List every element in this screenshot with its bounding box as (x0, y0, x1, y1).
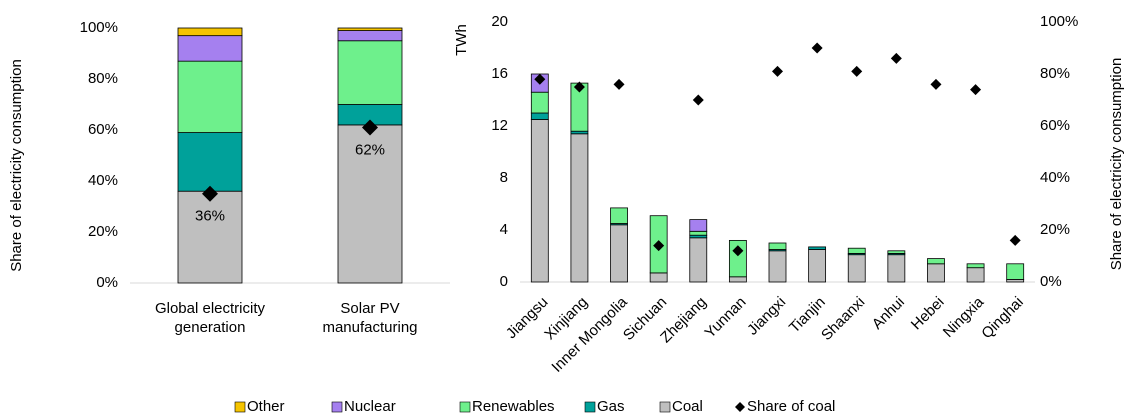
y2-tick-label: 20% (1040, 221, 1070, 238)
x-tick-label: Global electricity generation (154, 300, 266, 336)
y-tick-label: 8 (500, 169, 508, 186)
y-tick-label: 0% (96, 274, 118, 291)
bar-segment (649, 272, 668, 283)
coal-share-marker (1009, 234, 1021, 246)
bar-segment (610, 224, 628, 283)
bar-segment (966, 267, 985, 283)
bar-segment (337, 40, 403, 105)
bar-segment (887, 250, 906, 254)
y-tick-label: 80% (88, 70, 118, 87)
bar-segment (1006, 263, 1025, 280)
bar-segment (570, 133, 589, 283)
bar-segment (689, 237, 708, 283)
bar-segment (177, 132, 243, 192)
legend-label: Renewables (472, 398, 555, 415)
data-label: 62% (355, 141, 385, 158)
legend-label: Coal (672, 398, 703, 415)
legend-swatch (584, 401, 596, 413)
x-tick-label: Qinghai (978, 294, 1027, 343)
y-tick-label: 40% (88, 172, 118, 189)
coal-share-marker (362, 119, 378, 136)
y2-tick-label: 0% (1040, 273, 1062, 290)
y-tick-label: 20 (491, 13, 508, 30)
legend-label: Share of coal (747, 398, 835, 415)
coal-share-marker (811, 42, 823, 54)
legend-swatch (234, 401, 246, 413)
y2-axis-label: Share of electricity consumption (1108, 58, 1125, 271)
x-tick-label: Anhui (869, 294, 908, 333)
x-tick-label: Ningxia (940, 293, 988, 341)
bar-segment (808, 249, 827, 283)
y-axis-label: Share of electricity consumption (8, 59, 25, 272)
legend-swatch (331, 401, 343, 413)
coal-share-marker (772, 65, 783, 77)
bar-segment (337, 30, 403, 42)
bar-segment (530, 119, 549, 283)
legend-swatch (459, 401, 471, 413)
x-tick-label: Jiangxi (744, 294, 789, 339)
bar-segment (177, 190, 243, 284)
bar-segment (768, 250, 787, 283)
coal-share-marker (613, 78, 625, 90)
bar-segment (966, 263, 985, 269)
bar-segment (689, 230, 708, 236)
coal-share-marker (573, 81, 585, 93)
bar-segment (177, 35, 243, 62)
y-axis-label: TWh (453, 24, 470, 56)
y2-tick-label: 40% (1040, 169, 1070, 186)
coal-share-marker (534, 73, 546, 85)
bar-segment (177, 60, 243, 133)
bar-segment (177, 27, 243, 37)
bar-segment (337, 27, 403, 31)
legend-swatch (659, 401, 671, 413)
x-tick-label: Yunnan (702, 294, 750, 342)
coal-share-marker (851, 65, 863, 77)
bar-segment (689, 219, 708, 232)
coal-share-marker (692, 94, 704, 106)
y-tick-label: 20% (88, 223, 118, 240)
legend-marker (735, 402, 745, 412)
y2-tick-label: 80% (1040, 65, 1070, 82)
data-label: 36% (195, 208, 225, 225)
bar-segment (847, 247, 866, 254)
bar-segment (530, 112, 549, 120)
bar-segment (768, 242, 787, 250)
y-tick-label: 16 (491, 65, 508, 82)
coal-share-marker (732, 245, 744, 257)
bar-segment (887, 254, 906, 283)
legend-label: Gas (597, 398, 625, 415)
bar-segment (337, 124, 403, 284)
bar-segment (610, 207, 628, 224)
coal-share-marker (970, 84, 982, 96)
legend-label: Nuclear (344, 398, 396, 415)
coal-share-marker (202, 185, 218, 202)
y-tick-label: 60% (88, 121, 118, 138)
y-tick-label: 100% (80, 19, 118, 36)
y-tick-label: 12 (491, 117, 508, 134)
y2-tick-label: 100% (1040, 13, 1078, 30)
x-tick-label: Shaanxi (818, 294, 868, 344)
bar-segment (530, 91, 549, 114)
coal-share-marker (890, 52, 902, 64)
coal-share-marker (930, 78, 942, 90)
y2-tick-label: 60% (1040, 117, 1070, 134)
bar-segment (728, 239, 747, 278)
y-tick-label: 4 (500, 221, 508, 238)
y-tick-label: 0 (500, 273, 508, 290)
bar-segment (728, 276, 747, 283)
legend-label: Other (247, 398, 285, 415)
bar-segment (927, 263, 945, 283)
x-tick-label: Solar PV manufacturing (322, 300, 418, 336)
coal-share-marker (653, 240, 665, 252)
bar-segment (808, 246, 827, 250)
bar-segment (927, 258, 945, 265)
bar-segment (847, 254, 866, 283)
